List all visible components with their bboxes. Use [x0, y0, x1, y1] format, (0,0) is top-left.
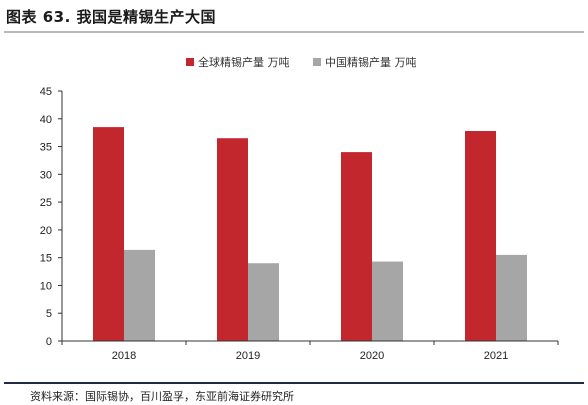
y-tick-label-7: 35 — [40, 142, 52, 154]
x-tick-label-2021: 2021 — [484, 350, 508, 362]
y-tick-label-4: 20 — [40, 225, 52, 237]
y-tick-label-6: 30 — [40, 169, 52, 181]
bar-2020-series-2 — [372, 261, 403, 341]
bar-2019-series-1 — [217, 138, 248, 341]
bar-2019-series-2 — [248, 263, 279, 341]
bar-2021-series-1 — [465, 131, 496, 341]
bar-2018-series-1 — [93, 127, 124, 341]
y-axis: 0 5 10 15 20 25 30 35 40 45 — [40, 86, 63, 348]
title-divider — [4, 31, 584, 33]
bars-group — [93, 127, 527, 341]
y-tick-label-0: 0 — [46, 336, 52, 348]
source-note: 资料来源：国际锡协，百川盈孚，东亚前海证券研究所 — [30, 390, 294, 403]
chart-legend: 全球精锡产量 万吨 中国精锡产量 万吨 — [186, 55, 417, 69]
legend-swatch-2 — [313, 58, 321, 66]
x-tick-label-2020: 2020 — [360, 350, 384, 362]
x-axis: 2018 2019 2020 2021 — [61, 340, 559, 362]
y-tick-label-2: 10 — [40, 280, 52, 292]
y-tick-label-5: 25 — [40, 197, 52, 209]
x-tick-label-2018: 2018 — [112, 350, 136, 362]
bar-2018-series-2 — [124, 249, 155, 341]
y-tick-label-3: 15 — [40, 253, 52, 265]
legend-label-1: 全球精锡产量 万吨 — [198, 55, 290, 69]
bar-2020-series-1 — [341, 152, 372, 341]
bar-2021-series-2 — [496, 254, 527, 341]
source-divider — [4, 382, 584, 384]
legend-swatch-1 — [186, 58, 194, 66]
y-tick-label-9: 45 — [40, 86, 52, 98]
legend-label-2: 中国精锡产量 万吨 — [325, 55, 417, 69]
x-tick-label-2019: 2019 — [236, 350, 260, 362]
y-tick-label-8: 40 — [40, 114, 52, 126]
figure-title: 图表 63. 我国是精锡生产大国 — [6, 8, 217, 26]
y-tick-label-1: 5 — [46, 308, 52, 320]
bar-chart: 全球精锡产量 万吨 中国精锡产量 万吨 0 5 10 15 20 25 30 35 40 45 20… — [40, 55, 559, 362]
